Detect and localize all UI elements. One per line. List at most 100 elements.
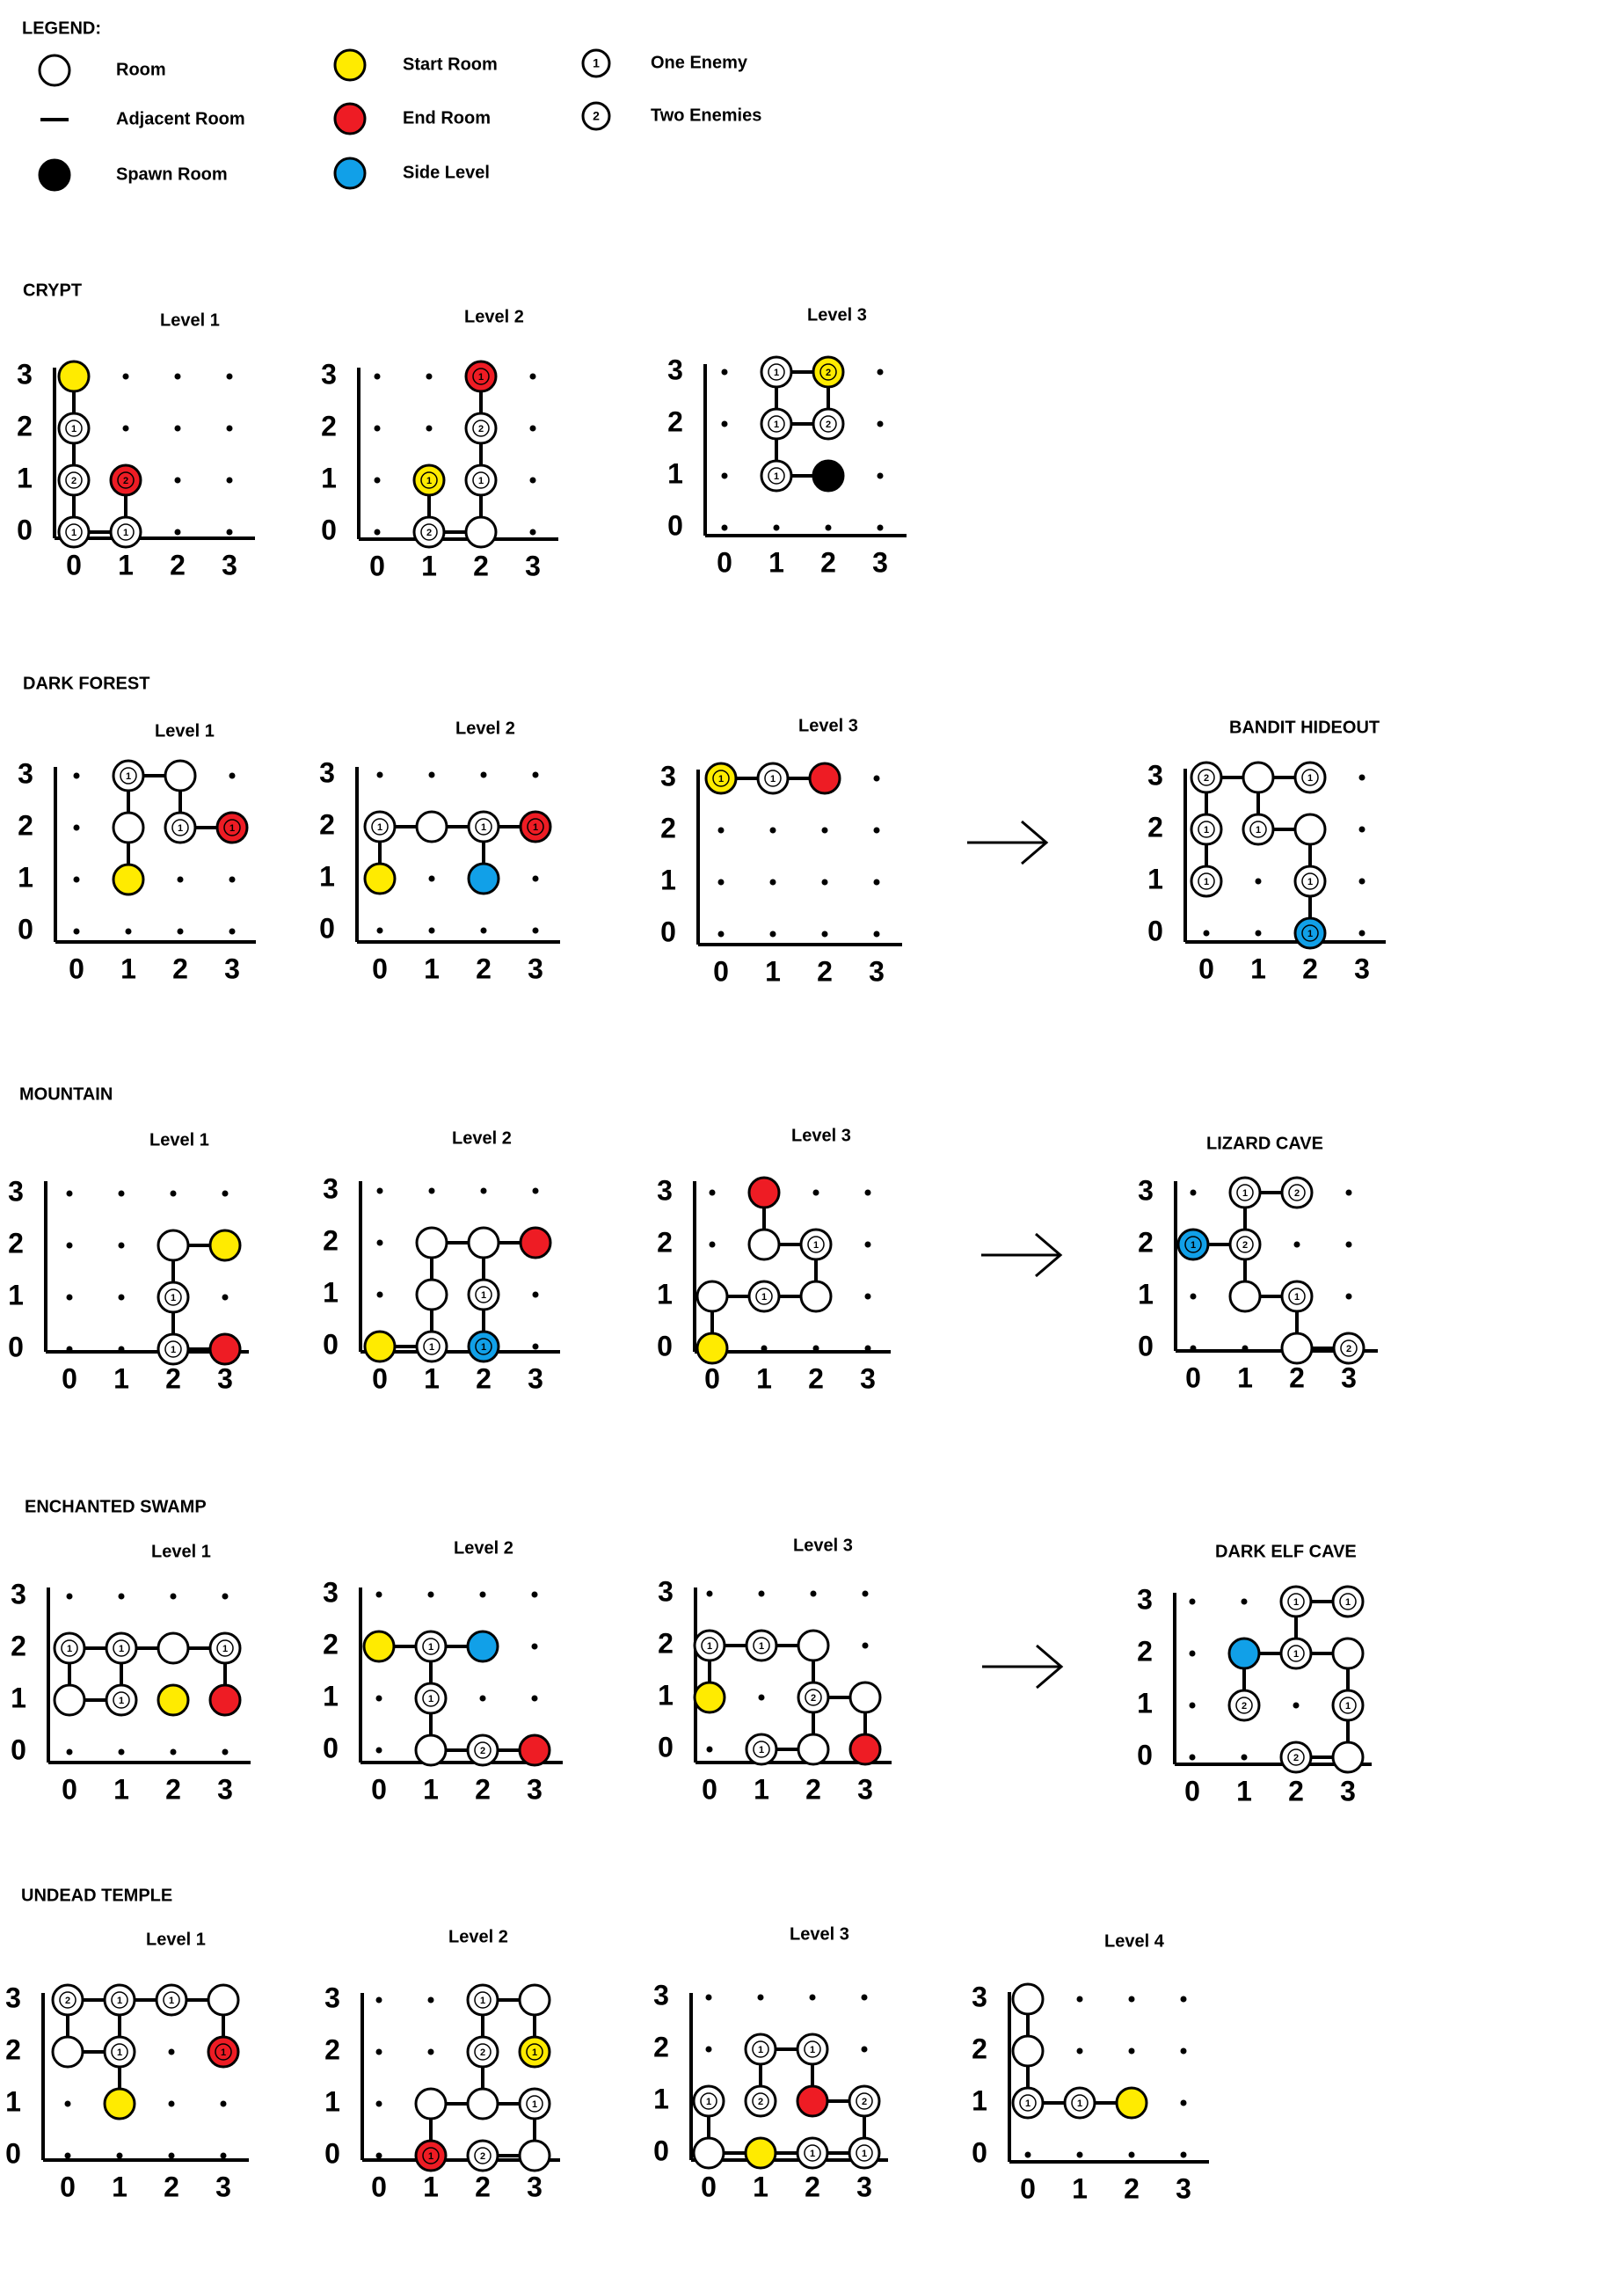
- y-tick-label: 1: [1137, 1687, 1153, 1719]
- start-room: [693, 1681, 726, 1714]
- room-circle: [362, 1630, 396, 1663]
- room-room: 2: [464, 412, 498, 445]
- room-room: [157, 1631, 190, 1665]
- room-circle: [747, 1176, 781, 1209]
- y-tick-label: 2: [17, 410, 33, 442]
- grid-dot: [426, 425, 433, 432]
- map-level-2: Level 2 00 1 1 2 2 3 3 1 2 1 1 1 2: [324, 1927, 560, 2202]
- x-tick-label: 0: [717, 546, 732, 578]
- room-circle: [53, 1683, 86, 1717]
- enemy-count: 1: [126, 771, 131, 782]
- grid-dot: [532, 1187, 539, 1194]
- start-room: [57, 360, 91, 393]
- x-tick-label: 0: [62, 1773, 77, 1805]
- enemy-count: 1: [770, 774, 776, 785]
- x-tick-label: 3: [528, 1362, 543, 1394]
- map-title: Level 1: [151, 1542, 211, 1561]
- enemy-marker: [1340, 1339, 1358, 1357]
- room-room: 1: [157, 1281, 190, 1314]
- grid-dot: [1128, 1996, 1135, 2003]
- grid-dot: [174, 373, 181, 380]
- side-room: [466, 1630, 499, 1663]
- x-tick-label: 0: [62, 1362, 77, 1394]
- y-tick-label: 3: [323, 1172, 339, 1204]
- enemy-marker: [768, 415, 785, 433]
- enemy-count: 1: [1293, 1649, 1299, 1660]
- y-tick-label: 0: [653, 2135, 669, 2166]
- grid-dot: [821, 879, 828, 886]
- enemy-count: 1: [222, 1644, 228, 1654]
- y-tick-label: 1: [323, 1680, 339, 1712]
- grid-dot: [122, 425, 129, 432]
- room-circle: [1331, 1585, 1365, 1618]
- room-circle: [796, 2136, 829, 2170]
- room-room: [799, 1280, 833, 1313]
- room-room: 1: [1331, 1689, 1365, 1722]
- enemy-marker: [764, 770, 782, 787]
- room-circle: [53, 1631, 86, 1665]
- grid-dot: [376, 771, 383, 778]
- room-circle: [208, 1332, 242, 1366]
- room-circle: [414, 2087, 448, 2120]
- grid-dot: [1203, 930, 1210, 937]
- x-tick-label: 3: [224, 953, 240, 984]
- room-circle: [1228, 1280, 1262, 1313]
- room-room: [848, 1681, 882, 1714]
- y-tick-label: 0: [1137, 1739, 1153, 1770]
- room-circle: [1242, 761, 1275, 794]
- room-circle: [363, 1330, 397, 1363]
- x-tick-label: 3: [1354, 953, 1370, 984]
- grid-dot: [1189, 1754, 1196, 1761]
- start-room: [103, 2087, 136, 2120]
- enemy-count: 1: [761, 1292, 767, 1303]
- grid-dot: [374, 425, 381, 432]
- enemy-marker: [1198, 821, 1215, 838]
- legend-label: Two Enemies: [651, 106, 761, 125]
- enemy-count: 1: [171, 1345, 176, 1355]
- y-tick-label: 2: [653, 2031, 669, 2062]
- enemy-count: 1: [718, 774, 724, 785]
- room-circle: [518, 1983, 551, 2017]
- enemy-count: 2: [826, 420, 831, 430]
- map-title: Level 3: [807, 305, 867, 325]
- grid-dot: [769, 931, 776, 938]
- y-tick-label: 3: [1138, 1174, 1154, 1206]
- grid-dot: [66, 1242, 73, 1249]
- start-room: [208, 1229, 242, 1262]
- room-room: 2: [812, 407, 845, 441]
- enemy-marker: [1184, 1236, 1202, 1253]
- room-room: 1: [745, 1629, 778, 1662]
- room-circle: [693, 1681, 726, 1714]
- map-title: Level 3: [793, 1536, 853, 1555]
- y-tick-label: 1: [1147, 863, 1163, 894]
- enemy-count: 1: [707, 1641, 712, 1652]
- room-circle: [105, 1631, 138, 1665]
- x-tick-label: 2: [164, 2171, 179, 2202]
- y-tick-label: 0: [660, 916, 676, 947]
- grid-dot: [531, 1695, 538, 1702]
- enemy-marker: [700, 2092, 717, 2110]
- enemy-marker: [420, 471, 438, 489]
- map-title: Level 2: [455, 719, 515, 738]
- room-room: 1: [796, 2033, 829, 2066]
- grid-dot: [532, 771, 539, 778]
- x-tick-label: 1: [768, 546, 784, 578]
- y-tick-label: 0: [1147, 915, 1163, 946]
- x-tick-label: 0: [369, 550, 385, 581]
- grid-dot: [376, 927, 383, 934]
- room-room: [466, 2087, 499, 2120]
- room-circle: [1293, 813, 1327, 846]
- grid-dot: [873, 775, 880, 782]
- y-tick-label: 2: [658, 1627, 674, 1659]
- enemy-count: 1: [1204, 877, 1209, 887]
- enemy-count: 1: [810, 2149, 815, 2159]
- y-tick-label: 0: [323, 1732, 339, 1763]
- y-tick-label: 3: [321, 358, 337, 390]
- grid-dot: [1024, 2151, 1031, 2158]
- grid-dot: [531, 1591, 538, 1598]
- room-circle: [467, 862, 500, 895]
- enemy-marker: [1249, 821, 1267, 838]
- grid-dot: [428, 1187, 435, 1194]
- grid-dot: [174, 477, 181, 484]
- room-circle: [112, 811, 145, 844]
